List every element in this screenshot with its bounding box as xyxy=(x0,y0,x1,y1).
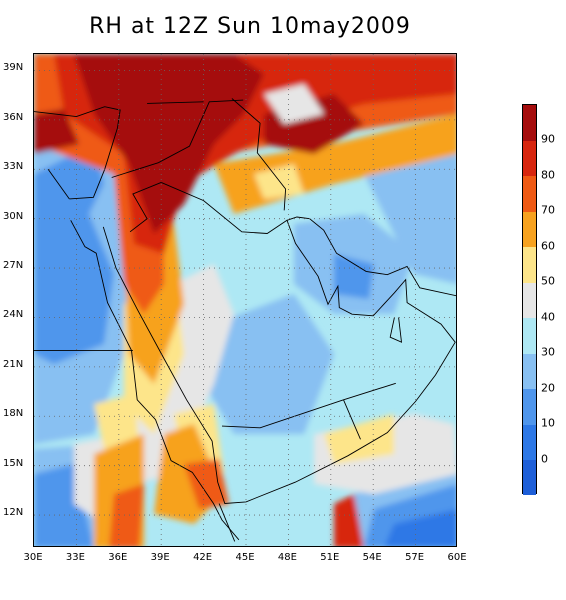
lat-label: 33N xyxy=(3,161,24,173)
boundary-line xyxy=(221,382,396,429)
colorbar-segment xyxy=(523,459,536,496)
lon-label: 33E xyxy=(65,552,85,563)
colorbar-segment xyxy=(523,140,536,177)
boundary-line xyxy=(111,99,244,178)
colorbar-tick-label: 0 xyxy=(541,452,548,466)
colorbar-tick-label: 80 xyxy=(541,168,555,182)
rh-region-50-60 xyxy=(254,164,304,199)
coastlines-and-borders xyxy=(34,98,456,542)
lon-label: 30E xyxy=(23,552,43,563)
lon-label: 51E xyxy=(320,552,340,563)
lat-label: 24N xyxy=(3,309,24,321)
colorbar-tick-label: 20 xyxy=(541,381,555,395)
colorbar-tick-label: 90 xyxy=(541,132,555,146)
map-panel xyxy=(33,53,457,547)
boundary-line xyxy=(161,181,288,234)
rh-region-10-20 xyxy=(334,254,374,299)
rh-region-20-30 xyxy=(204,294,334,434)
colorbar-segment xyxy=(523,175,536,212)
boundary-line xyxy=(70,220,240,541)
lon-label: 42E xyxy=(193,552,213,563)
rh-region-90 xyxy=(74,54,264,234)
boundary-line xyxy=(343,399,361,440)
rh-region-90 xyxy=(34,109,79,154)
colorbar-tick-label: 50 xyxy=(541,274,555,288)
rh-region-0-10 xyxy=(384,509,456,546)
lat-label: 21N xyxy=(3,358,24,370)
boundary-line xyxy=(147,101,204,104)
lat-lon-grid xyxy=(34,54,456,546)
rh-contour-fill xyxy=(34,54,456,546)
colorbar-segment xyxy=(523,353,536,390)
colorbar-tick-label: 70 xyxy=(541,203,555,217)
lon-label: 54E xyxy=(362,552,382,563)
colorbar-segment xyxy=(523,424,536,461)
colorbar-segment xyxy=(523,105,536,141)
colorbar-tick-label: 40 xyxy=(541,310,555,324)
rh-field-map xyxy=(34,54,456,546)
lat-label: 18N xyxy=(3,408,24,420)
rh-region-50-60 xyxy=(94,394,139,449)
boundary-line xyxy=(218,503,236,542)
lon-label: 48E xyxy=(277,552,297,563)
lat-label: 27N xyxy=(3,260,24,272)
boundary-line xyxy=(231,98,287,211)
lon-label: 36E xyxy=(108,552,128,563)
colorbar-tick-label: 30 xyxy=(541,345,555,359)
boundary-line xyxy=(389,317,403,343)
lat-label: 12N xyxy=(3,507,24,519)
rh-region-50-60 xyxy=(324,414,394,464)
colorbar-segment xyxy=(523,388,536,425)
lon-label: 60E xyxy=(447,552,467,563)
lat-label: 15N xyxy=(3,457,24,469)
rh-region-70-80 xyxy=(184,459,229,509)
lon-label: 39E xyxy=(150,552,170,563)
lon-label: 57E xyxy=(405,552,425,563)
lat-label: 36N xyxy=(3,111,24,123)
rh-region-10-20 xyxy=(34,144,114,364)
boundary-line xyxy=(47,169,70,200)
colorbar-tick-label: 60 xyxy=(541,239,555,253)
lat-label: 30N xyxy=(3,210,24,222)
lat-label: 39N xyxy=(3,62,24,74)
colorbar-segment xyxy=(523,211,536,248)
lon-label: 45E xyxy=(235,552,255,563)
boundary-line xyxy=(102,216,456,504)
rh-region-70-80 xyxy=(109,484,144,546)
colorbar xyxy=(522,104,537,496)
colorbar-tick-label: 10 xyxy=(541,416,555,430)
colorbar-segment xyxy=(523,317,536,354)
map-title: RH at 12Z Sun 10may2009 xyxy=(89,14,411,39)
colorbar-segment xyxy=(523,246,536,283)
boundary-line xyxy=(129,181,162,233)
colorbar-segment xyxy=(523,282,536,319)
rh-region-40-50 xyxy=(264,84,324,124)
rh-region-80-90 xyxy=(334,494,364,546)
